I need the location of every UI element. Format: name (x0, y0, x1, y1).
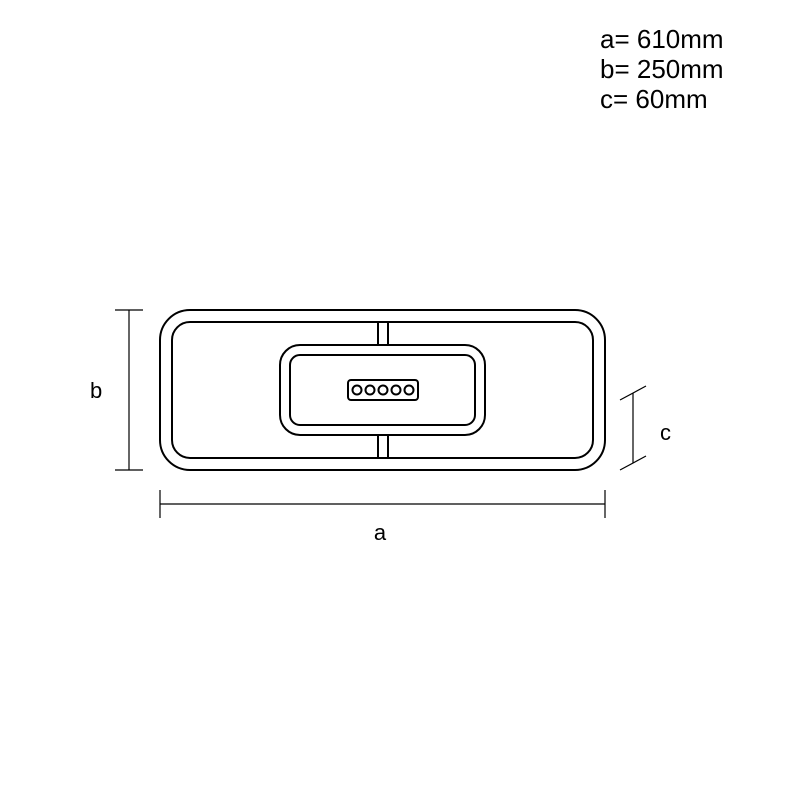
dimension-b: b (90, 310, 143, 470)
svg-text:a: a (374, 520, 387, 545)
svg-text:c= 60mm: c= 60mm (600, 84, 708, 114)
technical-drawing: a= 610mmb= 250mmc= 60mm a b c (0, 0, 800, 800)
dimension-c: c (620, 386, 671, 470)
svg-text:a= 610mm: a= 610mm (600, 24, 724, 54)
svg-text:c: c (660, 420, 671, 445)
dimension-legend: a= 610mmb= 250mmc= 60mm (600, 24, 724, 114)
dimension-a: a (160, 490, 605, 545)
svg-text:b= 250mm: b= 250mm (600, 54, 724, 84)
svg-text:b: b (90, 378, 102, 403)
fixture-outline (160, 310, 605, 470)
